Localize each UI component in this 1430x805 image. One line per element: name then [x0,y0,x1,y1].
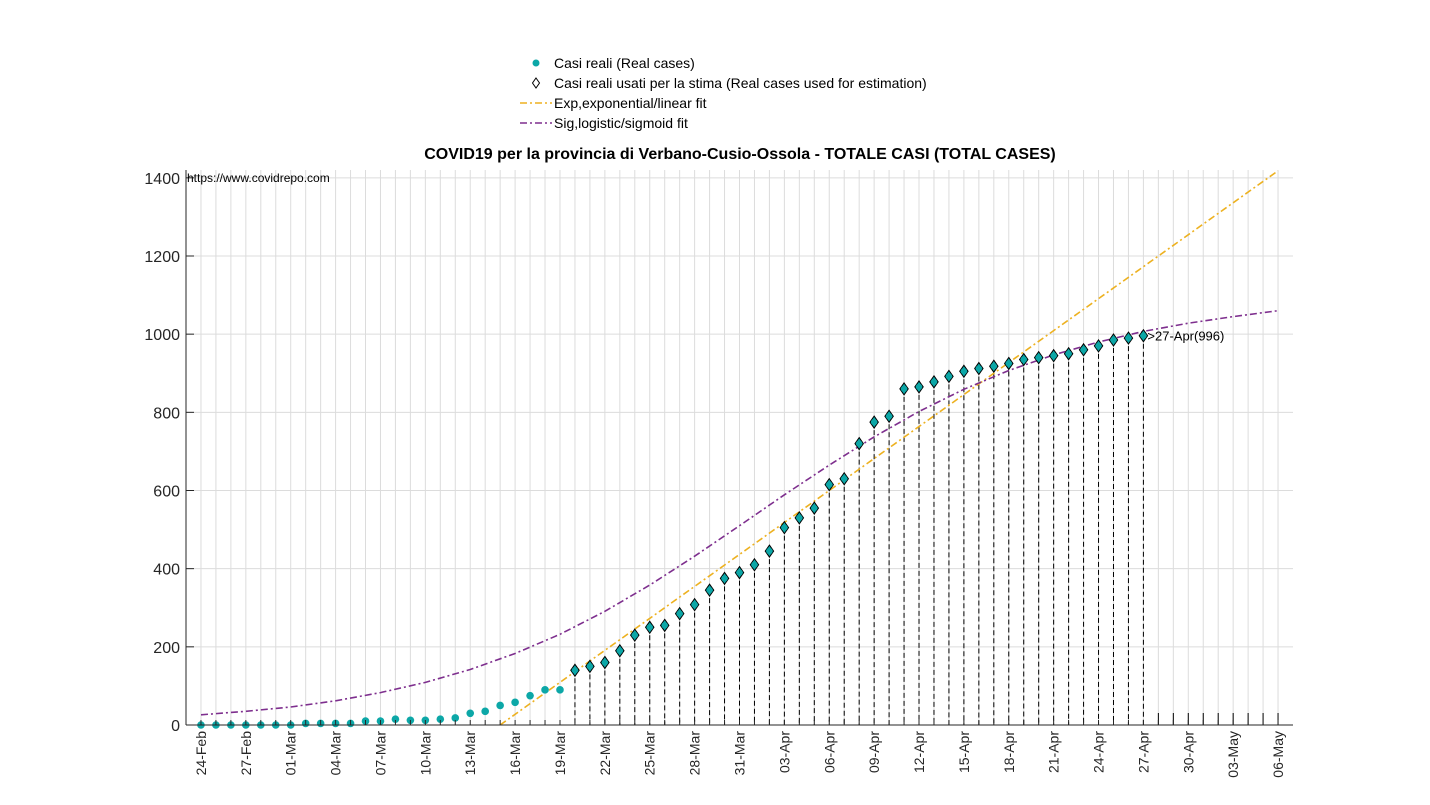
estimation-vertical-lines [574,335,1279,725]
legend-diamond-marker [531,77,541,89]
real-case-point [466,709,475,718]
real-case-point [511,698,519,707]
y-tick-label: 600 [153,483,180,500]
y-tick-label: 800 [153,405,180,422]
real-case-point [676,610,683,617]
legend-label: Sig,logistic/sigmoid fit [554,115,688,131]
real-case-point [391,715,400,723]
chart-title: COVID19 per la provincia di Verbano-Cusi… [424,146,1056,163]
real-case-point [661,622,668,629]
real-case-point [1035,354,1042,361]
x-tick-label: 24-Apr [1091,731,1107,773]
x-tick-label: 22-Mar [597,731,613,776]
x-tick-label: 27-Apr [1135,731,1151,773]
y-tick-label: 1200 [144,249,180,266]
real-case-point [796,514,803,522]
last-value-annotation: >27-Apr(996) [1147,329,1224,344]
real-case-point [1140,332,1147,339]
x-tick-label: 24-Feb [193,731,209,776]
x-tick-label: 16-Mar [507,731,523,776]
grid-lines [186,170,1293,725]
x-tick-label: 27-Feb [238,731,254,776]
y-tick-label: 1000 [144,327,180,344]
real-case-point [646,624,653,631]
real-case-point [1050,352,1057,359]
real-case-point [706,586,713,594]
x-tick-label: 10-Mar [417,731,433,776]
x-tick-label: 21-Apr [1046,731,1062,773]
x-tick-label: 19-Mar [552,731,568,776]
real-case-point [451,714,460,722]
y-tick-label: 200 [153,640,180,657]
real-case-point [1065,350,1072,357]
real-case-point [990,363,998,370]
x-tick-label: 13-Mar [462,731,478,776]
legend: Casi reali (Real cases) Casi reali usati … [520,55,927,131]
real-case-point [586,663,594,670]
y-tick-label: 0 [171,718,180,735]
x-tick-label: 15-Apr [956,731,972,773]
real-case-point [1080,346,1087,353]
legend-label: Casi reali (Real cases) [554,55,695,71]
real-case-point [945,373,953,380]
x-tick-label: 18-Apr [1001,731,1017,773]
x-tick-label: 28-Mar [687,731,703,776]
real-case-point [736,569,743,576]
legend-dot-marker [532,59,540,67]
real-case-point [751,561,758,568]
x-tick-label: 30-Apr [1180,731,1196,773]
real-case-point [436,715,445,723]
x-tick-label: 03-May [1225,731,1241,778]
legend-label: Exp,exponential/linear fit [554,95,707,111]
x-tick-label: 25-Mar [642,731,658,776]
real-case-point [781,524,788,531]
real-case-point [855,440,863,447]
y-tick-label: 1400 [144,171,180,188]
source-url: https://www.covidrepo.com [187,171,330,185]
real-case-point [1005,360,1012,367]
real-case-point [826,481,833,488]
real-case-point [721,575,728,582]
real-case-point [900,385,908,393]
x-tick-label: 01-Mar [283,731,299,776]
real-case-point [601,659,609,666]
real-case-point [1095,342,1102,350]
x-tick-label: 03-Apr [776,731,792,773]
y-tick-label: 400 [153,562,180,579]
axes: 0 200 400 600 800 1000 1200 1400 24-Feb 27-Feb 01-… [144,170,1293,778]
x-tick-label: 09-Apr [866,731,882,773]
real-case-point [960,368,968,375]
x-tick-label: 07-Mar [372,731,388,776]
real-case-point [481,707,489,716]
real-case-point [496,701,504,710]
real-case-point [915,383,923,391]
real-case-point [1125,334,1132,342]
real-case-point [526,691,534,700]
legend-label: Casi reali usati per la stima (Real case… [554,75,927,91]
exp-fit-line [499,170,1279,725]
real-case-point [930,378,938,386]
x-tick-label: 06-Apr [821,731,837,773]
real-case-point [616,647,624,654]
real-case-point [766,547,773,555]
x-tick-label: 04-Mar [328,731,344,776]
real-case-point [556,686,564,694]
real-case-point [571,667,579,674]
real-case-point [1110,336,1117,344]
x-tick-label: 06-May [1270,731,1286,778]
real-case-point [1020,356,1027,363]
x-tick-label: 12-Apr [911,731,927,773]
data-points [197,328,1149,729]
real-case-point [841,475,848,482]
real-case-point [870,418,878,426]
real-case-point [631,631,638,639]
real-case-point [541,686,549,694]
real-case-point [885,413,893,420]
real-case-point [975,365,983,372]
real-case-point [691,601,698,608]
x-tick-label: 31-Mar [732,731,748,776]
real-case-point [811,504,818,512]
